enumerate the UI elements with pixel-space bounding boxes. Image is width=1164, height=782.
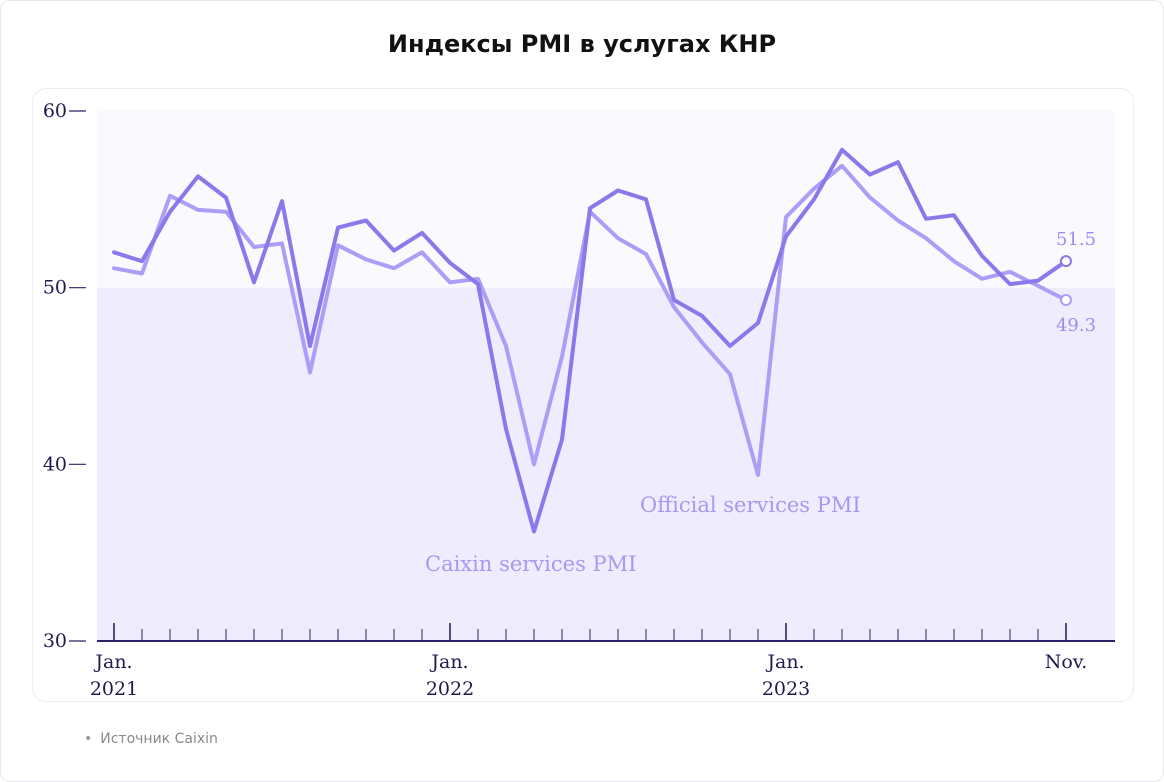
caixin-end-value-label: 51.5 [1056, 229, 1096, 250]
y-tick-label-40: 40 [43, 453, 67, 475]
x-label-2021-01-month: Jan. [93, 651, 132, 673]
chart-labels: 51.5 49.3 Caixin services PMI Official serv… [425, 229, 1096, 576]
chart-bands [97, 111, 1115, 641]
official-end-value-label: 49.3 [1056, 315, 1096, 336]
y-tick-label-60: 60 [43, 100, 67, 122]
x-label-2023-01-month: Jan. [765, 651, 804, 673]
x-label-2022-01-month: Jan. [429, 651, 468, 673]
y-tick-label-30: 30 [43, 630, 67, 652]
x-label-2023-01-year: 2023 [762, 678, 810, 700]
source-note: • Источник Caixin [84, 731, 218, 747]
page-title: Индексы PMI в услугах КНР [387, 30, 777, 58]
source-bullet: • [84, 731, 93, 747]
official-services-pmi-end-marker [1060, 294, 1072, 307]
caixin-series-label: Caixin services PMI [425, 552, 636, 576]
official-series-label: Official services PMI [640, 493, 861, 517]
caixin-services-pmi-line [112, 147, 1068, 534]
x-label-2023-11-month: Nov. [1045, 651, 1088, 673]
x-label-2022-01-year: 2022 [426, 678, 474, 700]
source-text: Источник Caixin [100, 731, 218, 747]
x-label-2021-01-year: 2021 [90, 678, 138, 700]
y-tick-label-50: 50 [43, 277, 67, 299]
below-50-band [97, 287, 1115, 641]
pmi-line-chart: 30 40 50 60 Jan. 2021 Jan. 2022 Jan. 2023 Nov. 51.… [43, 100, 1115, 700]
chart-card: 30 40 50 60 Jan. 2021 Jan. 2022 Jan. 2023 Nov. 51.… [32, 88, 1134, 702]
chart-series [112, 147, 1072, 534]
caixin-services-pmi-end-marker [1060, 255, 1072, 268]
chart-axes: 30 40 50 60 Jan. 2021 Jan. 2022 Jan. 2023 Nov. [43, 100, 1115, 700]
